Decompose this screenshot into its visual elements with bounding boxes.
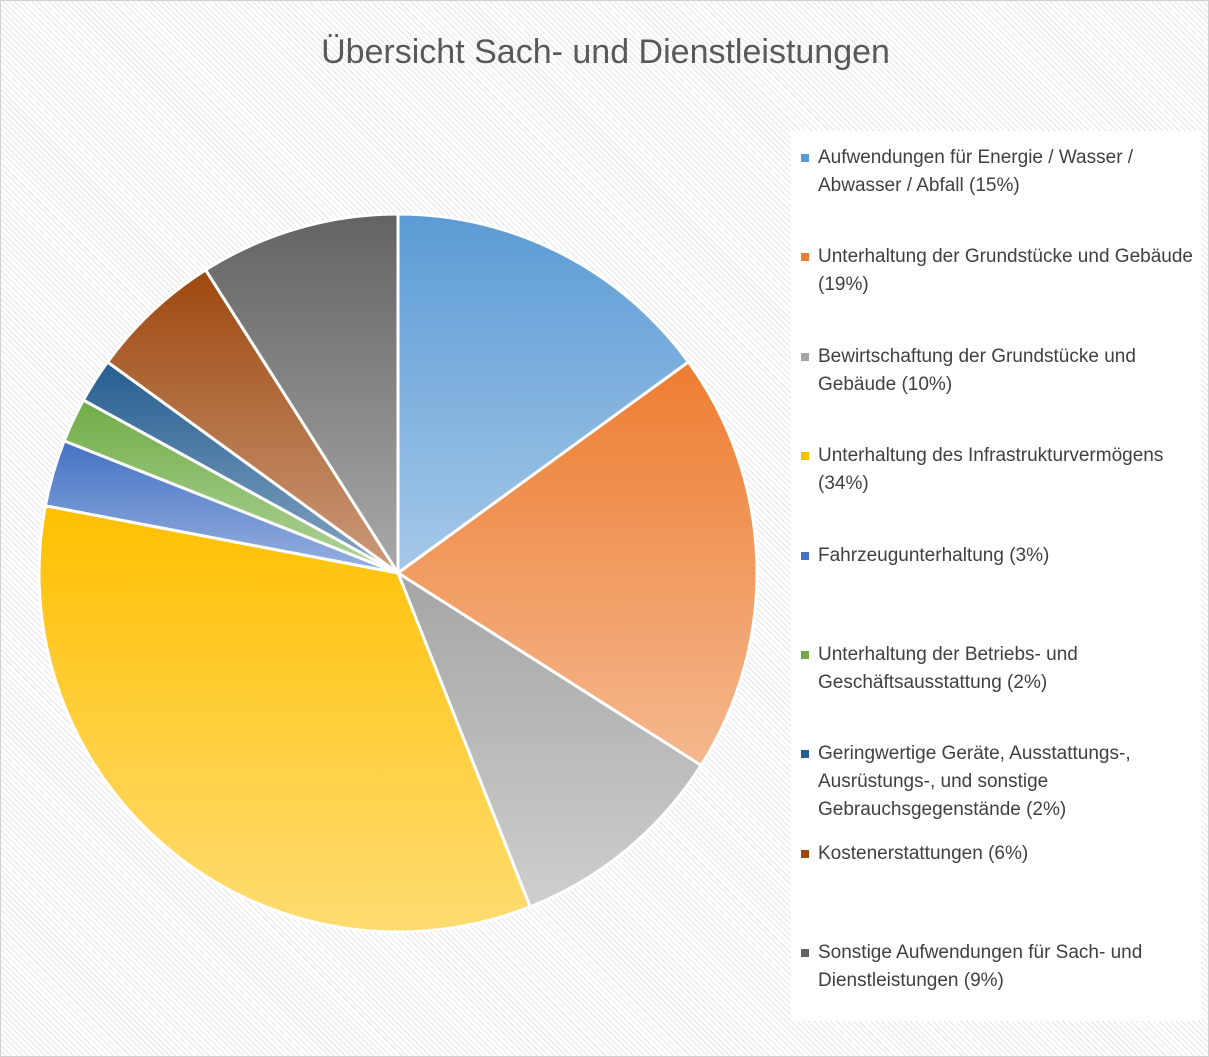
legend-marker: [801, 750, 809, 759]
pie-slice: [394, 569, 704, 909]
legend-label: Kostenerstattungen (6%): [818, 842, 1029, 864]
pie-slice: [105, 267, 400, 575]
legend-label: Geringwertige Geräte, Ausstattungs-, Aus…: [818, 743, 1131, 821]
pie-slice: [395, 359, 759, 768]
legend-marker: [801, 651, 809, 659]
legend-label: Fahrzeugunterhaltung (3%): [818, 544, 1050, 566]
legend-label: Bewirtschaftung der Grundstücke und Gebä…: [818, 345, 1136, 395]
legend-marker: [801, 551, 809, 560]
pie-slice: [203, 212, 400, 579]
chart-title: Übersicht Sach- und Dienstleistungen: [321, 33, 890, 71]
legend-marker: [801, 154, 809, 162]
legend-label: Unterhaltung der Grundstücke und Gebäude…: [818, 246, 1193, 296]
legend-marker: [801, 452, 809, 461]
legend-label: Aufwendungen für Energie / Wasser / Abwa…: [818, 147, 1134, 196]
pie-slice: [37, 503, 533, 934]
legend-marker: [801, 352, 809, 361]
legend-label: Sonstige Aufwendungen für Sach- und Dien…: [818, 942, 1143, 992]
legend-marker: [801, 253, 809, 262]
legend-marker: [801, 849, 809, 858]
legend-label: Unterhaltung des Infrastrukturvermögens …: [818, 445, 1164, 495]
pie-slice: [396, 212, 691, 576]
legend-label: Unterhaltung der Betriebs- und Geschäfts…: [818, 644, 1078, 693]
legend-marker: [801, 949, 809, 958]
legend: Aufwendungen für Energie / Wasser / Abwa…: [791, 131, 1201, 1021]
